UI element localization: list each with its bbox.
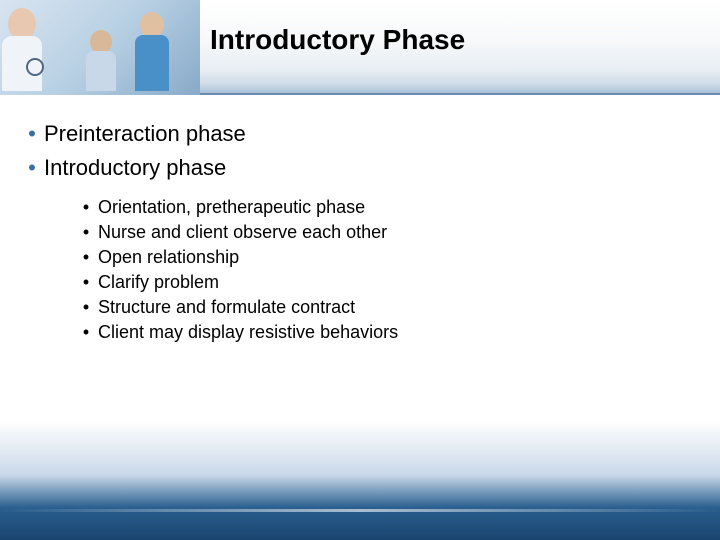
list-item: • Preinteraction phase [20,120,690,148]
list-item: • Orientation, pretherapeutic phase [74,196,690,219]
bullet-icon: • [74,246,98,269]
bullet-text: Clarify problem [98,271,219,294]
bullet-icon: • [74,321,98,344]
bullet-text: Introductory phase [44,154,226,182]
header-image [0,0,200,95]
list-item: • Structure and formulate contract [74,296,690,319]
slide-header: Introductory Phase [0,0,720,95]
footer-accent [0,509,720,512]
list-item: • Nurse and client observe each other [74,221,690,244]
bullet-text: Preinteraction phase [44,120,246,148]
slide-content: • Preinteraction phase • Introductory ph… [20,120,690,346]
bullet-text: Orientation, pretherapeutic phase [98,196,365,219]
bullet-icon: • [74,296,98,319]
stethoscope-icon [26,58,44,76]
bullet-icon: • [74,271,98,294]
bullet-text: Open relationship [98,246,239,269]
bullet-text: Nurse and client observe each other [98,221,387,244]
bullet-text: Structure and formulate contract [98,296,355,319]
slide-title: Introductory Phase [210,24,465,56]
bullet-icon: • [20,120,44,148]
sub-list: • Orientation, pretherapeutic phase • Nu… [74,196,690,344]
list-item: • Clarify problem [74,271,690,294]
slide: Introductory Phase • Preinteraction phas… [0,0,720,540]
bullet-icon: • [74,221,98,244]
person-icon [140,12,169,91]
person-icon [8,8,42,91]
person-icon [90,30,116,91]
bullet-text: Client may display resistive behaviors [98,321,398,344]
list-item: • Open relationship [74,246,690,269]
bullet-icon: • [74,196,98,219]
bullet-icon: • [20,154,44,182]
list-item: • Client may display resistive behaviors [74,321,690,344]
list-item: • Introductory phase [20,154,690,182]
